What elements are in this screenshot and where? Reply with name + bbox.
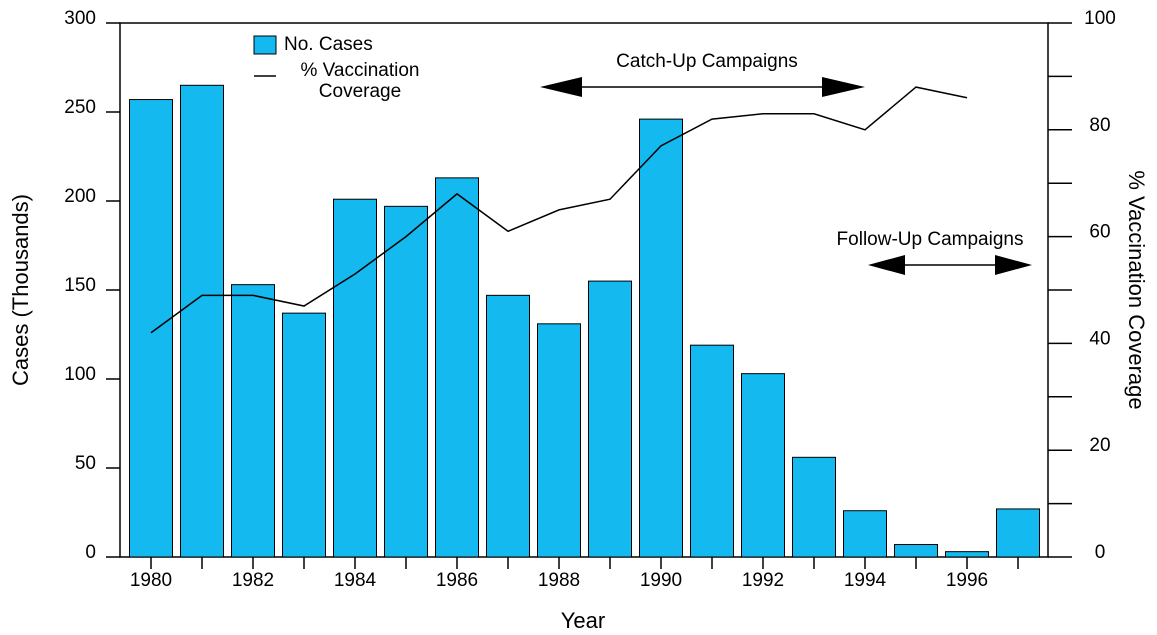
bar xyxy=(384,205,428,558)
y2-tick-label: 100 xyxy=(1084,8,1116,29)
bar xyxy=(588,280,632,558)
y2-tick-label: 20 xyxy=(1089,435,1110,456)
y2-tick-label: 0 xyxy=(1095,542,1106,563)
bar xyxy=(996,508,1040,558)
x-tick-label: 1986 xyxy=(436,570,478,591)
x-tick-label: 1982 xyxy=(232,570,274,591)
y-axis-title: Cases (Thousands) xyxy=(8,194,33,386)
y-tick-label: 100 xyxy=(64,364,96,385)
bar xyxy=(945,551,989,558)
y2-tick-label: 40 xyxy=(1089,328,1110,349)
bar xyxy=(129,99,173,558)
bar xyxy=(690,344,734,558)
x-tick-label: 1994 xyxy=(844,570,887,591)
bar xyxy=(741,373,785,558)
x-tick-label: 1984 xyxy=(334,570,377,591)
y2-tick-label: 80 xyxy=(1089,115,1110,136)
x-tick-label: 1980 xyxy=(130,570,172,591)
annotation: Follow-Up Campaigns xyxy=(837,229,1024,250)
y-tick-label: 50 xyxy=(75,453,96,474)
legend-label: % Vaccination Coverage xyxy=(300,60,420,102)
y-tick-label: 200 xyxy=(64,186,96,207)
x-tick-label: 1996 xyxy=(946,570,988,591)
bar xyxy=(894,544,938,558)
arrow-head xyxy=(868,255,1032,275)
legend-swatch xyxy=(253,35,277,55)
annotation: Catch-Up Campaigns xyxy=(616,51,798,72)
bar xyxy=(537,323,581,558)
bar xyxy=(792,456,836,558)
y2-axis-title: % Vaccination Coverage xyxy=(1124,170,1149,409)
y-tick-label: 0 xyxy=(85,542,96,563)
line xyxy=(150,86,968,334)
bar xyxy=(486,294,530,558)
bar xyxy=(333,198,377,558)
bar xyxy=(435,177,479,558)
bar xyxy=(843,510,887,558)
x-tick-label: 1988 xyxy=(538,570,580,591)
x-tick-label: 1992 xyxy=(742,570,784,591)
bar xyxy=(282,312,326,558)
bar xyxy=(231,284,275,558)
y-tick-label: 250 xyxy=(64,97,96,118)
y-tick-label: 150 xyxy=(64,275,96,296)
legend-label: No. Cases xyxy=(284,34,373,55)
bar xyxy=(180,84,224,558)
x-axis-title: Year xyxy=(561,608,605,633)
x-tick-label: 1990 xyxy=(640,570,682,591)
y2-tick-label: 60 xyxy=(1089,222,1110,243)
y-tick-label: 300 xyxy=(64,8,96,29)
bar xyxy=(639,118,683,558)
